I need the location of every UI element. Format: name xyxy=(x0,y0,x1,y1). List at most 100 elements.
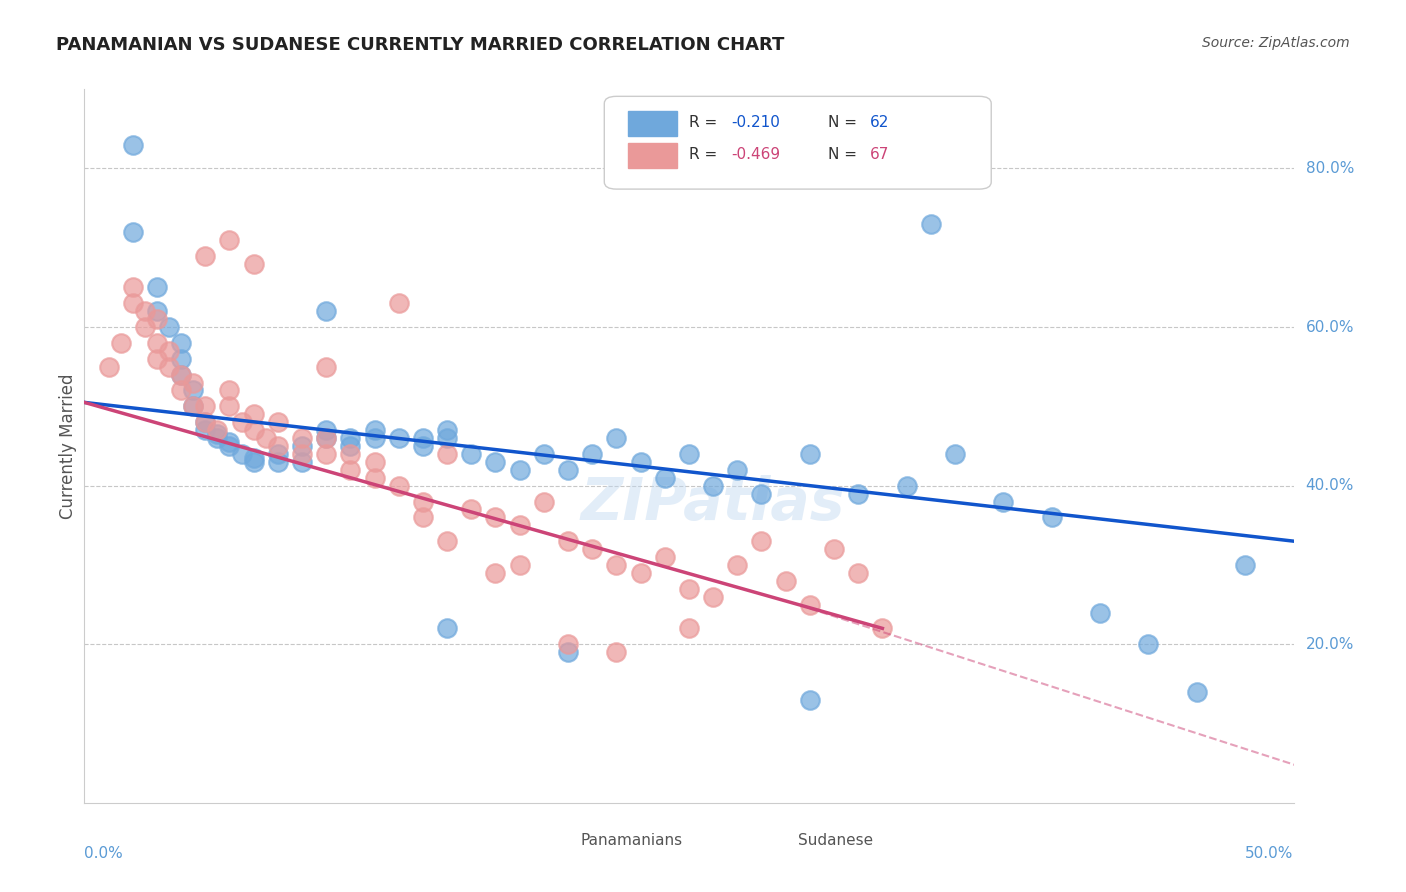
Point xyxy=(484,566,506,580)
Point xyxy=(533,447,555,461)
Point xyxy=(509,463,531,477)
Text: Source: ZipAtlas.com: Source: ZipAtlas.com xyxy=(1202,36,1350,50)
Point xyxy=(242,257,264,271)
Y-axis label: Currently Married: Currently Married xyxy=(59,373,77,519)
Text: 50.0%: 50.0% xyxy=(1246,846,1294,861)
Text: -0.469: -0.469 xyxy=(731,147,780,162)
Point xyxy=(1040,510,1063,524)
Point xyxy=(170,368,193,382)
Point xyxy=(775,574,797,588)
Point xyxy=(134,304,156,318)
Point xyxy=(146,280,169,294)
Point xyxy=(1234,558,1257,572)
Point xyxy=(412,510,434,524)
Point xyxy=(1137,637,1160,651)
Point xyxy=(799,598,821,612)
Point xyxy=(920,217,942,231)
Point xyxy=(146,335,169,350)
FancyBboxPatch shape xyxy=(605,96,991,189)
Point xyxy=(799,447,821,461)
Point xyxy=(436,621,458,635)
Point xyxy=(509,518,531,533)
Point xyxy=(678,621,700,635)
Point xyxy=(315,431,337,445)
Point xyxy=(254,431,277,445)
Point xyxy=(872,621,894,635)
Point xyxy=(267,415,290,429)
Point xyxy=(194,249,217,263)
Point xyxy=(170,335,193,350)
Point xyxy=(557,463,579,477)
Point xyxy=(388,478,411,492)
Text: N =: N = xyxy=(828,115,862,130)
Point xyxy=(194,415,217,429)
Point xyxy=(267,455,290,469)
Point xyxy=(315,447,337,461)
Point xyxy=(170,351,193,366)
Point xyxy=(194,423,217,437)
Point xyxy=(315,423,337,437)
Point xyxy=(436,423,458,437)
Text: 40.0%: 40.0% xyxy=(1306,478,1354,493)
Point xyxy=(557,637,579,651)
Point xyxy=(702,478,724,492)
Text: ZIPatlas: ZIPatlas xyxy=(581,475,845,532)
Point xyxy=(146,304,169,318)
Point xyxy=(110,335,132,350)
Point xyxy=(242,407,264,421)
Point xyxy=(231,415,253,429)
Point xyxy=(605,558,627,572)
Point xyxy=(315,304,337,318)
Point xyxy=(388,431,411,445)
Point xyxy=(896,478,918,492)
Point xyxy=(484,510,506,524)
Point xyxy=(218,439,240,453)
Point xyxy=(121,296,143,310)
Point xyxy=(170,368,193,382)
Point xyxy=(630,455,652,469)
Point xyxy=(181,400,204,414)
Point xyxy=(315,359,337,374)
Point xyxy=(181,384,204,398)
Point xyxy=(218,400,240,414)
Bar xyxy=(628,143,676,168)
Point xyxy=(207,431,229,445)
Point xyxy=(194,415,217,429)
Text: 62: 62 xyxy=(870,115,890,130)
Point xyxy=(654,549,676,564)
Point xyxy=(121,225,143,239)
Text: R =: R = xyxy=(689,115,723,130)
Point xyxy=(218,233,240,247)
Bar xyxy=(520,831,568,849)
Bar xyxy=(628,111,676,136)
Text: 60.0%: 60.0% xyxy=(1306,319,1354,334)
Point xyxy=(436,447,458,461)
Point xyxy=(157,359,180,374)
Point xyxy=(460,502,482,516)
Point xyxy=(181,376,204,390)
Point xyxy=(509,558,531,572)
Point xyxy=(751,486,773,500)
Point xyxy=(943,447,966,461)
Point xyxy=(412,431,434,445)
Bar xyxy=(737,831,786,849)
Point xyxy=(823,542,845,557)
Point xyxy=(533,494,555,508)
Point xyxy=(678,582,700,596)
Point xyxy=(134,320,156,334)
Point xyxy=(242,423,264,437)
Point xyxy=(846,566,869,580)
Point xyxy=(315,431,337,445)
Point xyxy=(388,296,411,310)
Point xyxy=(678,447,700,461)
Point xyxy=(207,423,229,437)
Point xyxy=(1185,685,1208,699)
Point xyxy=(291,455,314,469)
Point xyxy=(751,534,773,549)
Point xyxy=(630,566,652,580)
Point xyxy=(993,494,1015,508)
Point xyxy=(363,471,385,485)
Point xyxy=(484,455,506,469)
Point xyxy=(846,486,869,500)
Point xyxy=(218,435,240,450)
